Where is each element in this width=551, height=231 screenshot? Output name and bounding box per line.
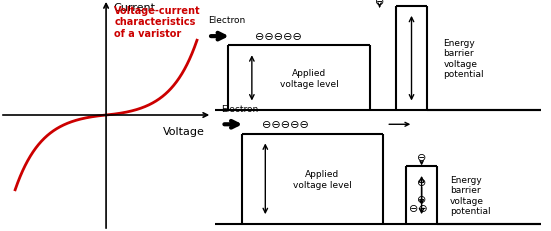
Text: Voltage-current
characteristics
of a varistor: Voltage-current characteristics of a var… (114, 6, 201, 39)
Text: Electron: Electron (208, 16, 245, 25)
Text: Current: Current (113, 3, 155, 13)
Text: ⊖: ⊖ (417, 152, 426, 162)
Text: ⊖⊖⊖⊖⊖: ⊖⊖⊖⊖⊖ (255, 32, 302, 42)
Text: Applied
voltage level: Applied voltage level (293, 169, 352, 189)
Text: ⊖⊖: ⊖⊖ (409, 203, 428, 213)
Text: Energy
barrier
voltage
potential: Energy barrier voltage potential (444, 39, 484, 79)
Text: ⊖⊖⊖⊖⊖: ⊖⊖⊖⊖⊖ (262, 120, 309, 130)
Text: Voltage: Voltage (163, 127, 205, 137)
Text: ⊖: ⊖ (375, 0, 384, 7)
Text: ⊖: ⊖ (417, 177, 426, 188)
Text: Electron: Electron (222, 104, 259, 113)
Text: Applied
voltage level: Applied voltage level (279, 69, 338, 88)
Text: Energy
barrier
voltage
potential: Energy barrier voltage potential (450, 175, 491, 215)
Text: ⊖: ⊖ (417, 194, 426, 204)
